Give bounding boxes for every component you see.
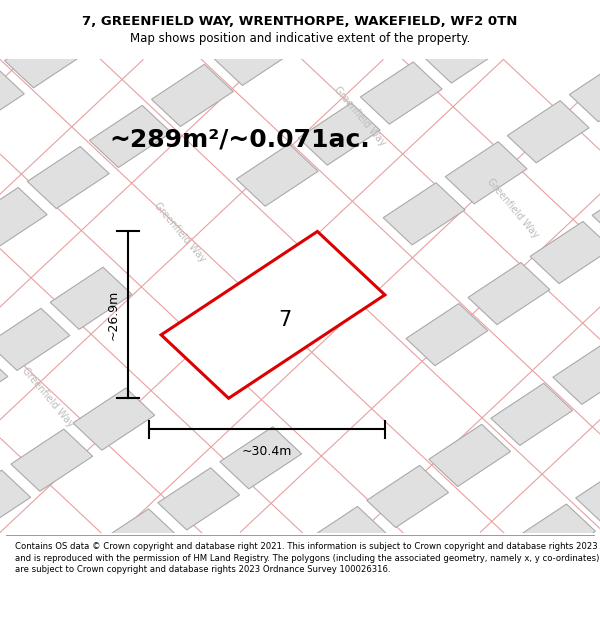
Polygon shape [0,470,31,532]
Polygon shape [576,463,600,525]
Polygon shape [151,64,233,126]
Polygon shape [89,106,171,168]
Polygon shape [0,308,70,371]
Polygon shape [468,262,550,324]
Polygon shape [220,427,302,489]
Polygon shape [491,383,572,446]
Polygon shape [5,26,86,88]
Polygon shape [305,506,386,569]
Text: Greenfield Way: Greenfield Way [152,201,208,264]
Polygon shape [406,304,488,366]
Polygon shape [73,388,155,450]
Polygon shape [569,59,600,122]
Polygon shape [514,504,595,566]
Text: Greenfield Way: Greenfield Way [20,366,76,429]
Polygon shape [158,468,239,530]
Polygon shape [11,429,92,491]
Polygon shape [0,188,47,249]
Text: Map shows position and indicative extent of the property.: Map shows position and indicative extent… [130,31,470,44]
Polygon shape [161,231,385,398]
Polygon shape [236,144,318,206]
Polygon shape [553,342,600,404]
Polygon shape [422,21,504,83]
Polygon shape [530,221,600,284]
Polygon shape [429,424,511,486]
Polygon shape [242,548,325,609]
Text: Contains OS data © Crown copyright and database right 2021. This information is : Contains OS data © Crown copyright and d… [15,542,599,574]
Polygon shape [96,509,178,571]
Polygon shape [592,181,600,243]
Text: ~26.9m: ~26.9m [107,290,119,340]
Text: ~30.4m: ~30.4m [242,445,292,458]
Polygon shape [445,142,527,204]
Text: 7, GREENFIELD WAY, WRENTHORPE, WAKEFIELD, WF2 0TN: 7, GREENFIELD WAY, WRENTHORPE, WAKEFIELD… [82,15,518,28]
Polygon shape [367,466,449,528]
Text: Greenfield Way: Greenfield Way [332,84,388,148]
Text: Greenfield Way: Greenfield Way [485,177,541,240]
Polygon shape [214,23,295,86]
Polygon shape [0,67,24,129]
Polygon shape [508,101,589,162]
Polygon shape [383,182,465,245]
Text: 7: 7 [278,309,292,329]
Polygon shape [67,0,148,47]
Polygon shape [298,103,380,165]
Polygon shape [28,146,109,209]
Polygon shape [50,268,132,329]
Text: ~289m²/~0.071ac.: ~289m²/~0.071ac. [110,127,370,152]
Polygon shape [452,545,533,608]
Polygon shape [361,62,442,124]
Polygon shape [275,0,358,44]
Polygon shape [0,349,8,411]
